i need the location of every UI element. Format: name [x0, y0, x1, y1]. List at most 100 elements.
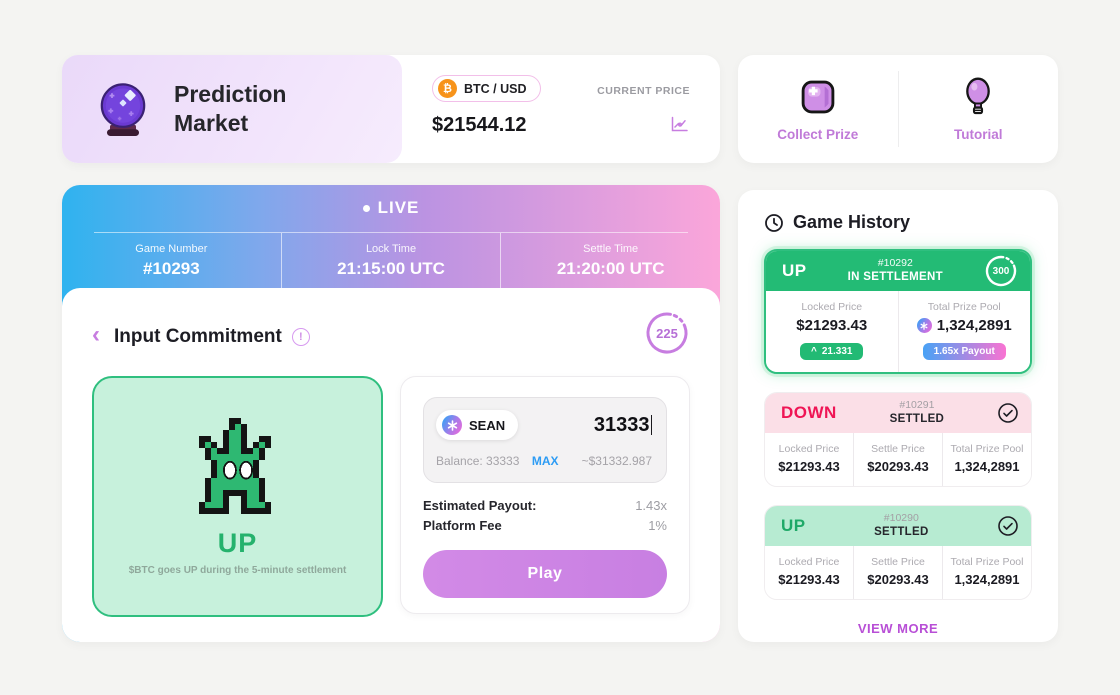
header-card: Prediction Market ₿ BTC / USD $21544.12 …	[62, 55, 720, 163]
settled-check-icon	[998, 516, 1018, 536]
prize-pool-label: Total Prize Pool	[950, 443, 1024, 455]
history-card-header: UP #10290 SETTLED	[765, 506, 1031, 546]
clock-icon	[765, 213, 783, 232]
history-title: Game History	[793, 212, 911, 232]
game-status: SETTLED	[874, 526, 929, 539]
payout-value: 1.43x	[635, 498, 667, 513]
actions-divider	[897, 71, 899, 147]
prize-gem-icon	[801, 80, 835, 114]
view-more-button[interactable]: VIEW MORE	[857, 621, 939, 636]
game-meta: #10291 SETTLED	[890, 399, 945, 427]
quick-actions-card: Collect Prize Tutorial	[738, 55, 1058, 163]
round-countdown: 225	[644, 310, 690, 356]
history-card-header: UP #10292 IN SETTLEMENT 300	[766, 251, 1030, 291]
amount-box: SEAN 31333 Balance: 33333 MAX	[423, 397, 667, 483]
history-card-header: DOWN #10291 SETTLED	[765, 393, 1031, 433]
direction-label: UP	[782, 261, 807, 280]
sean-token-icon	[442, 415, 462, 435]
token-selector[interactable]: SEAN	[436, 410, 519, 440]
game-number-block: Game Number #10293	[62, 233, 281, 288]
collect-prize-button[interactable]: Collect Prize	[738, 55, 898, 163]
game-id: #10291	[899, 399, 935, 412]
settle-price-col: Settle Price $20293.43	[853, 433, 942, 486]
fee-value: 1%	[648, 518, 667, 534]
prize-pool-label: Total Prize Pool	[950, 556, 1024, 568]
lock-time-value: 21:15:00 UTC	[337, 258, 445, 278]
game-status: IN SETTLEMENT	[847, 271, 943, 284]
locked-price-label: Locked Price	[778, 556, 840, 568]
direction-label: UP	[781, 516, 806, 535]
commitment-title: Input Commitment	[114, 326, 282, 347]
lock-time-block: Lock Time 21:15:00 UTC	[280, 233, 501, 288]
bitcoin-icon: ₿	[438, 79, 457, 98]
collect-prize-label: Collect Prize	[777, 127, 859, 142]
game-meta: #10290 SETTLED	[874, 512, 929, 540]
price-caption-block: CURRENT PRICE	[597, 75, 690, 163]
lock-time-label: Lock Time	[365, 242, 417, 255]
pair-price-block: ₿ BTC / USD $21544.12	[432, 75, 541, 163]
live-divider	[94, 232, 688, 233]
live-dot-icon	[362, 204, 370, 212]
tutorial-label: Tutorial	[954, 127, 1003, 142]
price-change-badge: ^ 21.331	[800, 343, 864, 360]
prize-pool-col: Total Prize Pool 1,324,2891	[942, 546, 1031, 599]
history-card-10290: UP #10290 SETTLED Locked Price $21293.43…	[764, 505, 1032, 600]
price-change-value: 21.331	[821, 346, 853, 357]
input-commitment-pane: ‹ Input Commitment ! 225 UP $BTC goes UP…	[62, 288, 720, 642]
current-price-caption: CURRENT PRICE	[597, 85, 690, 97]
game-meta: #10292 IN SETTLEMENT	[848, 257, 943, 285]
usd-estimate: ~$31332.987	[581, 454, 652, 468]
live-info-columns: Game Number #10293 Lock Time 21:15:00 UT…	[62, 233, 720, 288]
game-number-label: Game Number	[135, 242, 208, 255]
locked-price-value: $21293.43	[778, 572, 840, 587]
countdown-ring-icon	[985, 255, 1017, 287]
settled-check-icon	[998, 403, 1018, 423]
locked-price-value: $21293.43	[796, 317, 868, 334]
locked-price-col: Locked Price $21293.43	[765, 546, 853, 599]
prize-pool-label: Total Prize Pool	[927, 301, 1001, 313]
live-game-card: LIVE Game Number #10293 Lock Time 21:15:…	[62, 185, 720, 642]
live-status-label: LIVE	[377, 198, 420, 217]
up-selection-card[interactable]: UP $BTC goes UP during the 5-minute sett…	[92, 376, 383, 617]
settlement-countdown: 300	[984, 254, 1018, 288]
game-status: SETTLED	[889, 413, 945, 426]
prize-pool-value: 1,324,2891	[954, 572, 1020, 587]
settle-price-value: $20293.43	[867, 459, 929, 474]
up-label: UP	[217, 527, 258, 558]
fee-rows: Estimated Payout: 1.43x Platform Fee 1%	[423, 496, 667, 536]
locked-price-col: Locked Price $21293.43 ^ 21.331	[766, 291, 898, 372]
live-status: LIVE	[62, 198, 720, 218]
settle-price-value: $20293.43	[867, 572, 929, 587]
payout-label: Estimated Payout:	[423, 498, 537, 513]
settle-price-label: Settle Price	[871, 443, 925, 455]
text-cursor	[650, 415, 652, 435]
current-price-value: $21544.12	[432, 114, 527, 136]
up-description: $BTC goes UP during the 5-minute settlem…	[128, 564, 347, 576]
locked-price-label: Locked Price	[778, 443, 840, 455]
info-icon[interactable]: !	[291, 328, 310, 346]
line-chart-icon[interactable]	[668, 113, 690, 135]
prize-pool-col: Total Prize Pool 1,324,2891	[942, 433, 1031, 486]
locked-price-col: Locked Price $21293.43	[765, 433, 853, 486]
settle-time-value: 21:20:00 UTC	[556, 258, 665, 278]
pair-selector[interactable]: ₿ BTC / USD	[432, 75, 541, 102]
commitment-body: UP $BTC goes UP during the 5-minute sett…	[92, 376, 690, 617]
countdown-ring-icon	[646, 312, 688, 354]
history-card-body: Locked Price $21293.43 Settle Price $202…	[765, 546, 1031, 599]
settle-time-label: Settle Time	[583, 242, 639, 255]
tutorial-button[interactable]: Tutorial	[899, 55, 1059, 163]
settle-price-label: Settle Price	[871, 556, 925, 568]
amount-input[interactable]: 31333	[594, 414, 652, 437]
history-card-body: Locked Price $21293.43 ^ 21.331 Total Pr…	[766, 291, 1030, 372]
countdown-value: 225	[656, 325, 678, 341]
balance-text: Balance: 33333	[436, 454, 520, 468]
play-button[interactable]: Play	[423, 550, 667, 599]
brand-pane: Prediction Market	[62, 55, 402, 163]
prize-pool-col: Total Prize Pool 1,324,2891 1.65x Payout	[897, 291, 1031, 372]
crystal-ball-icon	[100, 83, 146, 136]
price-pane: ₿ BTC / USD $21544.12 CURRENT PRICE	[402, 55, 720, 163]
back-button[interactable]: ‹	[92, 321, 100, 348]
max-button[interactable]: MAX	[531, 454, 559, 468]
prize-pool-value: 1,324,2891	[954, 459, 1020, 474]
